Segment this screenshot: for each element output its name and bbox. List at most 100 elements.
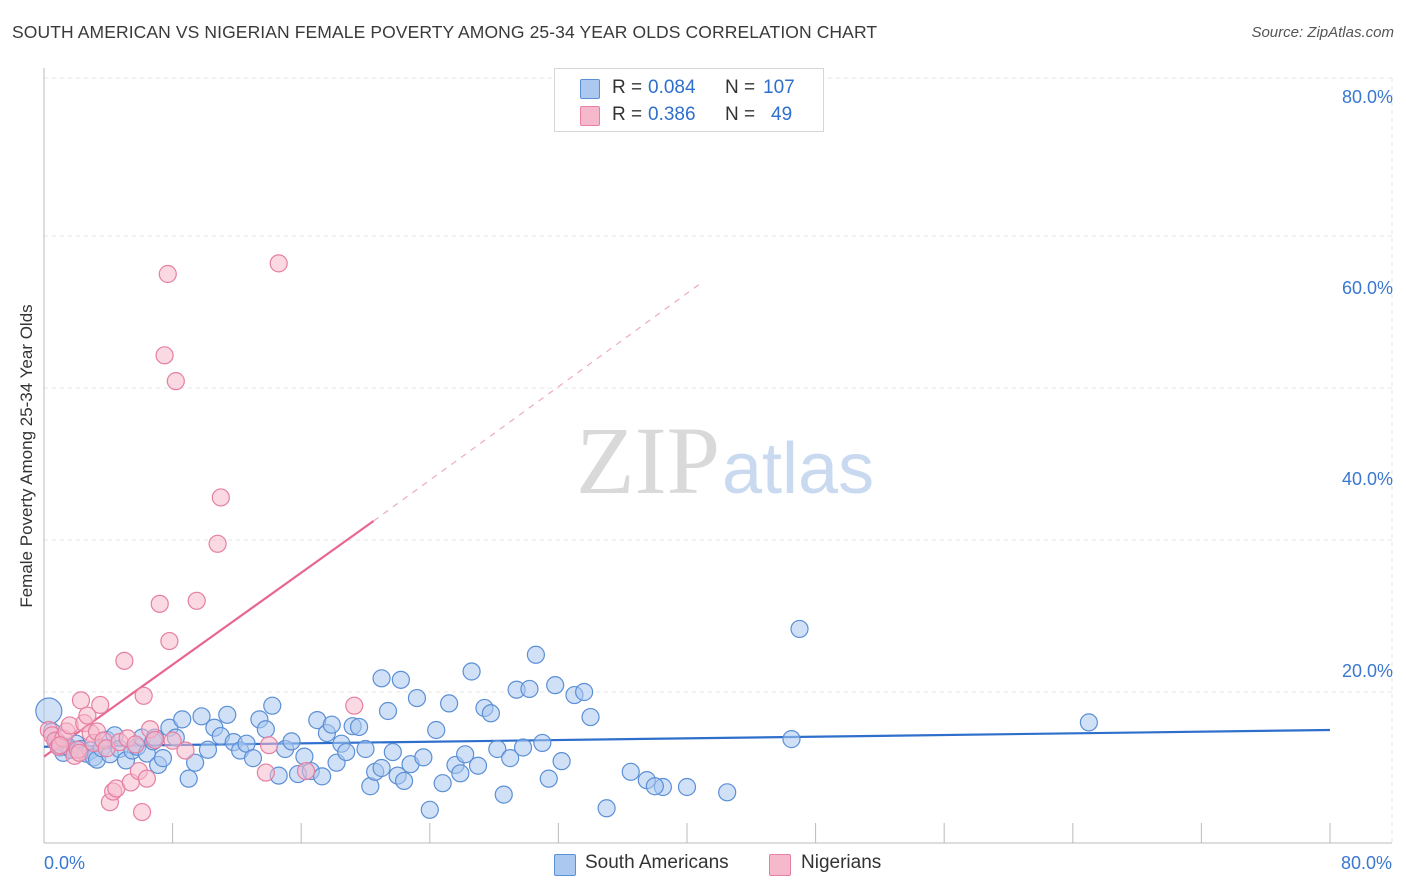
nigerian-point — [145, 730, 165, 749]
south-american-point — [501, 749, 520, 768]
nigerian-point — [208, 534, 227, 553]
nigerian-point — [166, 372, 185, 391]
nigerian-point — [259, 736, 279, 755]
legend-n-value: 49 — [771, 104, 793, 125]
south-american-point — [263, 696, 282, 715]
legend-swatch-pink — [580, 106, 600, 126]
south-american-point — [173, 710, 192, 729]
south-american-point — [513, 738, 533, 757]
trend-lines — [43, 281, 1331, 758]
correlation-legend: R = 0.084 N = 107 R = 0.386 N = 49 — [554, 68, 824, 132]
south-american-point — [414, 748, 433, 767]
south-american-point — [546, 676, 565, 695]
y-tick-label-40: 40.0% — [1342, 469, 1393, 489]
y-axis-label: Female Poverty Among 25-34 Year Olds — [17, 304, 36, 607]
trend-line-south-americans — [43, 728, 1331, 748]
nigerian-point — [158, 264, 177, 284]
nigerian-point — [211, 488, 230, 507]
nigerian-point — [78, 706, 97, 725]
south-american-point — [394, 771, 414, 791]
south-american-point — [179, 769, 198, 788]
x-tick-label-max: 80.0% — [1341, 853, 1392, 873]
south-american-point — [462, 662, 481, 681]
south-american-point — [198, 740, 218, 759]
legend-r-value: 0.084 — [648, 77, 696, 98]
legend-r-value: 0.386 — [648, 104, 696, 125]
south-american-point — [372, 669, 391, 688]
south-american-point — [526, 645, 545, 664]
south-american-point — [597, 799, 616, 818]
south-american-point — [581, 707, 600, 727]
chart-title: SOUTH AMERICAN VS NIGERIAN FEMALE POVERT… — [12, 22, 878, 42]
nigerians-points — [39, 254, 364, 822]
south-american-point — [494, 785, 513, 804]
south-american-point — [192, 707, 211, 726]
nigerian-point — [155, 346, 174, 365]
south-american-point — [243, 749, 263, 768]
south-americans-points — [35, 619, 1098, 819]
nigerian-point — [150, 594, 169, 613]
nigerian-point — [296, 761, 316, 781]
south-american-point — [356, 739, 375, 759]
south-american-point — [468, 756, 488, 775]
x-tick-label-min: 0.0% — [44, 853, 85, 873]
south-american-point — [427, 720, 446, 740]
south-american-point — [282, 732, 301, 751]
legend-row-south-americans: R = 0.084 N = 107 — [555, 75, 823, 99]
south-american-point — [456, 745, 475, 764]
south-american-point — [718, 783, 737, 802]
nigerian-point — [126, 735, 145, 754]
legend-label-south-americans: South Americans — [585, 852, 729, 873]
south-american-point — [186, 753, 205, 772]
legend-swatch-blue — [554, 854, 576, 876]
south-american-point — [621, 762, 640, 781]
south-american-point — [322, 715, 341, 734]
legend-swatch-pink — [769, 854, 791, 876]
south-american-point — [533, 733, 552, 753]
south-american-point — [539, 769, 558, 788]
south-american-point — [481, 704, 500, 723]
y-tick-label-80: 80.0% — [1342, 87, 1393, 107]
south-american-point — [677, 777, 697, 797]
legend-swatch-blue — [580, 79, 600, 99]
south-american-point — [782, 730, 801, 749]
y-tick-label-20: 20.0% — [1342, 661, 1393, 681]
south-american-point — [1079, 713, 1098, 732]
south-american-point — [372, 758, 391, 778]
nigerian-point — [256, 763, 275, 782]
south-american-point — [256, 720, 275, 739]
legend-r-label: R = — [612, 104, 643, 125]
south-american-point — [790, 619, 809, 639]
nigerian-point — [269, 254, 288, 273]
nigerian-point — [345, 696, 364, 715]
nigerian-point — [163, 731, 182, 750]
south-american-point — [433, 774, 452, 793]
south-american-point — [153, 749, 173, 768]
legend-n-value: 107 — [763, 77, 795, 98]
south-american-point — [407, 688, 427, 708]
nigerian-point — [160, 631, 179, 651]
south-american-point — [391, 670, 410, 689]
south-american-point — [439, 694, 459, 713]
south-american-point — [378, 701, 398, 721]
legend-label-nigerians: Nigerians — [801, 852, 882, 873]
nigerian-point — [134, 686, 153, 705]
nigerian-point — [187, 591, 206, 610]
south-american-point — [552, 752, 571, 771]
nigerian-point — [137, 769, 156, 788]
nigerian-point — [70, 743, 89, 762]
trend-line-nigerians-extension — [373, 281, 704, 522]
south-american-point — [451, 764, 470, 783]
south-american-point — [575, 682, 594, 702]
south-american-point — [218, 705, 237, 724]
south-american-point — [645, 777, 664, 796]
y-tick-label-60: 60.0% — [1342, 278, 1393, 298]
watermark-atlas: atlas — [722, 429, 874, 509]
trend-line-nigerians — [43, 520, 375, 758]
source-credit: Source: ZipAtlas.com — [1251, 24, 1394, 41]
nigerian-point — [115, 651, 134, 670]
legend-r-label: R = — [612, 77, 643, 98]
south-american-point — [520, 679, 539, 699]
nigerian-point — [132, 802, 152, 822]
